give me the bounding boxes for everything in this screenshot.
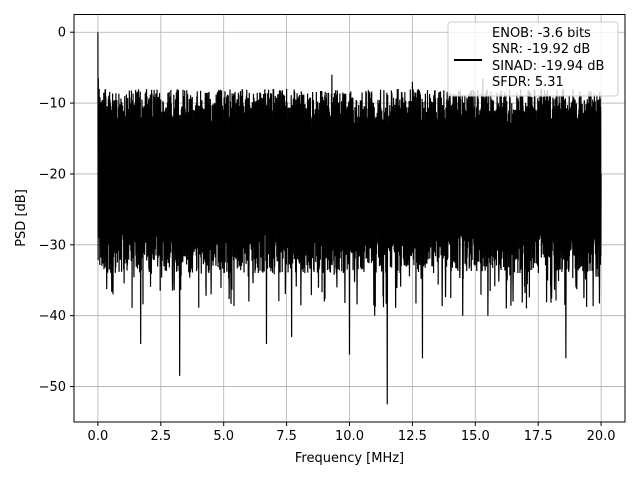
x-tick-label: 15.0 xyxy=(461,429,490,444)
y-axis-ticks: 0 −10 −20 −30 −40 −50 xyxy=(39,26,74,395)
x-tick-label: 2.5 xyxy=(150,429,171,444)
x-tick-label: 5.0 xyxy=(213,429,234,444)
x-axis-ticks: 0.0 2.5 5.0 7.5 10.0 12.5 15.0 17.5 20.0 xyxy=(88,422,616,444)
legend-entry-sinad: SINAD: -19.94 dB xyxy=(492,59,604,74)
x-tick-label: 17.5 xyxy=(524,429,553,444)
x-tick-label: 7.5 xyxy=(276,429,297,444)
legend: ENOB: -3.6 bits SNR: -19.92 dB SINAD: -1… xyxy=(447,21,619,97)
y-tick-label: −10 xyxy=(39,97,66,112)
x-tick-label: 10.0 xyxy=(335,429,364,444)
y-tick-label: −50 xyxy=(39,380,66,395)
legend-box xyxy=(447,21,619,97)
y-tick-label: −40 xyxy=(39,309,66,324)
y-tick-label: −30 xyxy=(39,238,66,253)
legend-entry-snr: SNR: -19.92 dB xyxy=(492,42,590,57)
legend-entry-sfdr: SFDR: 5.31 xyxy=(492,75,564,90)
x-tick-label: 20.0 xyxy=(587,429,616,444)
x-tick-label: 12.5 xyxy=(398,429,427,444)
x-tick-label: 0.0 xyxy=(88,429,109,444)
y-axis-label: PSD [dB] xyxy=(14,189,29,247)
series-layer xyxy=(97,32,602,405)
y-tick-label: 0 xyxy=(58,26,66,41)
psd-series-line xyxy=(97,32,602,405)
x-axis-label: Frequency [MHz] xyxy=(295,451,404,466)
legend-entry-enob: ENOB: -3.6 bits xyxy=(492,26,591,41)
y-tick-label: −20 xyxy=(39,167,66,182)
